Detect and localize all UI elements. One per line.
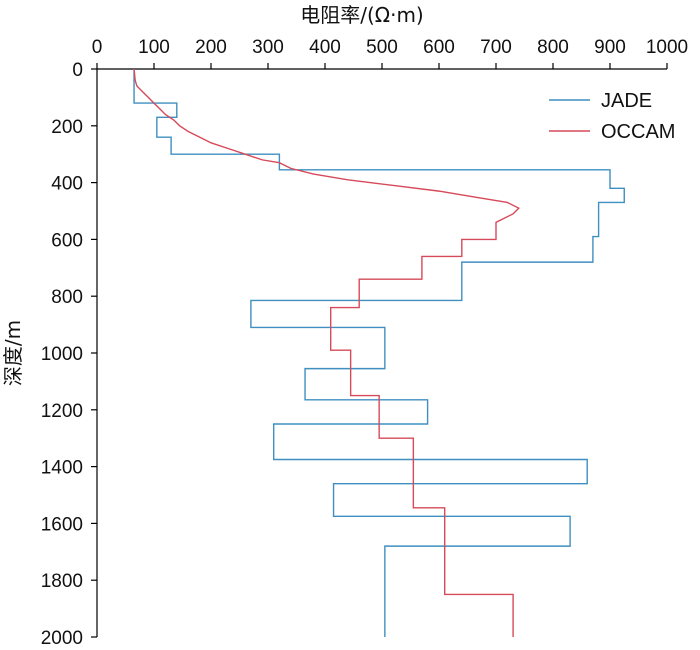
- y-tick-label: 0: [72, 60, 83, 81]
- x-tick-label: 1000: [646, 37, 688, 58]
- y-tick-label: 400: [51, 174, 83, 195]
- y-tick-label: 1600: [41, 514, 83, 535]
- x-tick-label: 600: [423, 37, 455, 58]
- x-axis-title: 电阻率/(Ω·m): [300, 3, 423, 27]
- legend-label-occam: OCCAM: [601, 121, 675, 143]
- y-tick-label: 600: [51, 230, 83, 251]
- x-tick-label: 500: [366, 37, 398, 58]
- x-tick-label: 900: [594, 37, 626, 58]
- x-tick-label: 400: [309, 37, 341, 58]
- x-tick-label: 0: [92, 37, 103, 58]
- x-tick-label: 700: [480, 37, 512, 58]
- y-tick-label: 200: [51, 117, 83, 138]
- y-tick-label: 1400: [41, 458, 83, 479]
- y-axis-title: 深度/m: [1, 320, 25, 386]
- y-tick-label: 800: [51, 287, 83, 308]
- series-line-jade: [133, 69, 625, 637]
- y-tick-label: 1800: [41, 571, 83, 592]
- x-tick-label: 300: [252, 37, 284, 58]
- x-tick-label: 200: [195, 37, 227, 58]
- y-tick-label: 1200: [41, 401, 83, 422]
- x-tick-label: 800: [537, 37, 569, 58]
- y-tick-label: 2000: [41, 628, 83, 649]
- legend-label-jade: JADE: [601, 90, 652, 112]
- x-tick-label: 100: [138, 37, 170, 58]
- y-tick-label: 1000: [41, 344, 83, 365]
- series-line-occam: [133, 68, 520, 637]
